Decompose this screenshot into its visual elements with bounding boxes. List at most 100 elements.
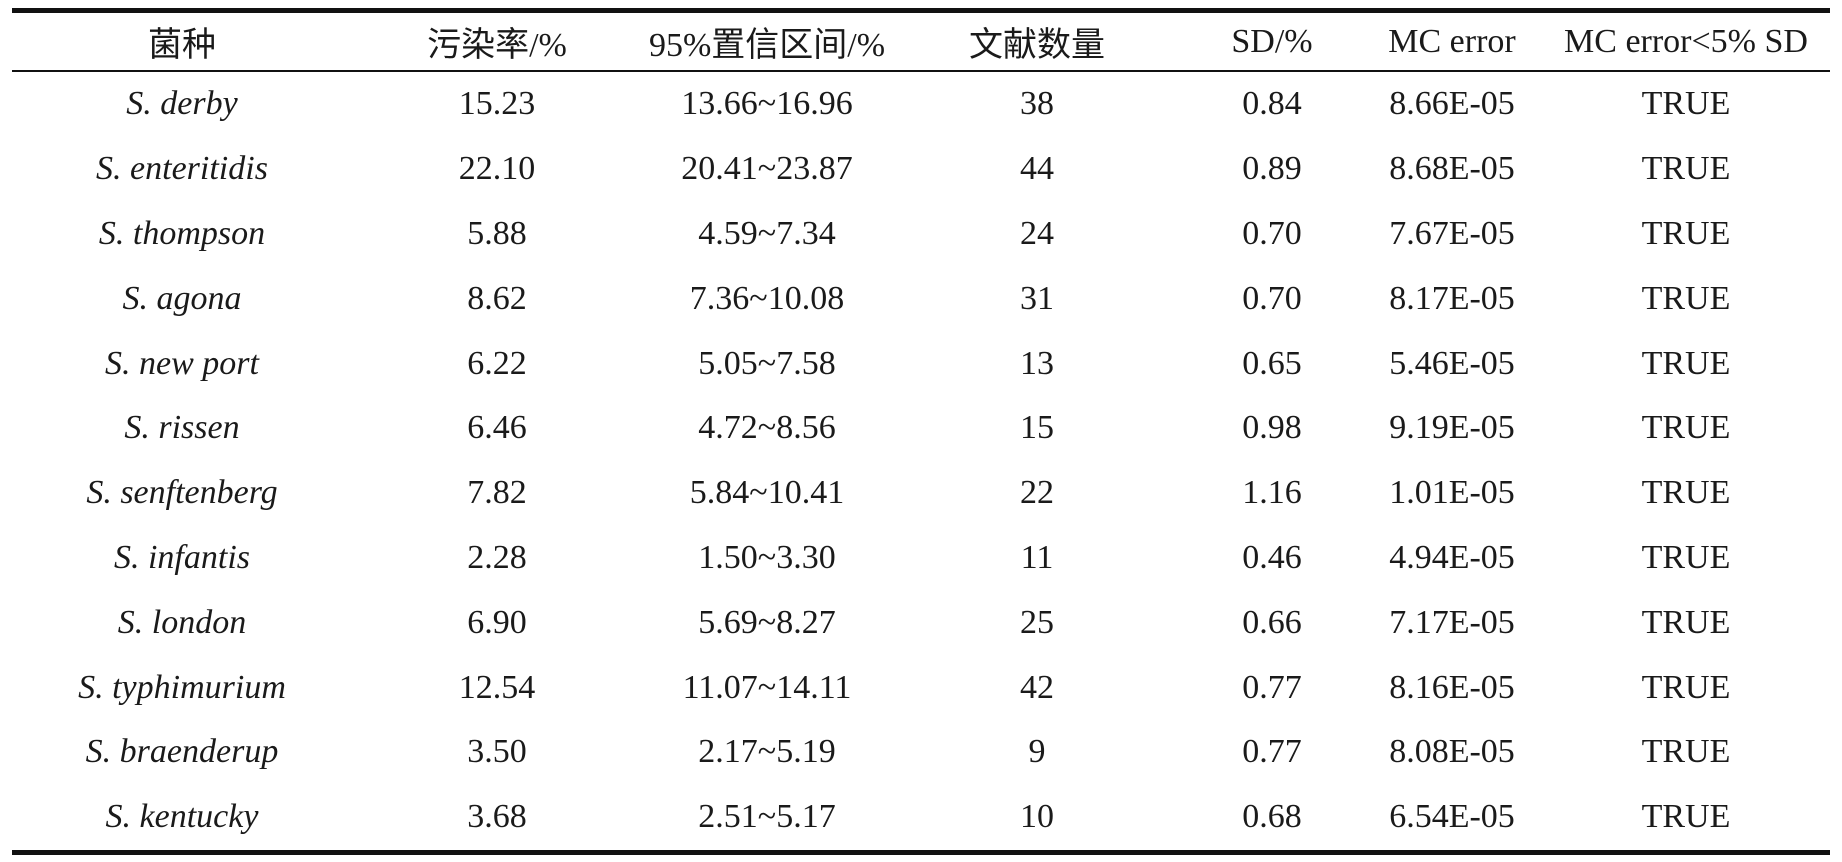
cell-mc-error-check: TRUE bbox=[1641, 733, 1731, 771]
cell-contamination-rate: 15.23 bbox=[458, 85, 536, 123]
table-row: S. agona 8.62 7.36~10.08 31 0.70 8.17E-05 TRUE bbox=[12, 266, 1830, 331]
header-sd: SD/% bbox=[1231, 22, 1313, 60]
cell-sd: 0.89 bbox=[1242, 150, 1302, 188]
cell-species: S. typhimurium bbox=[78, 668, 286, 706]
header-confidence-interval: 95%置信区间/% bbox=[648, 27, 886, 64]
cell-mc-error-check: TRUE bbox=[1641, 798, 1731, 836]
cell-confidence-interval: 5.69~8.27 bbox=[698, 603, 836, 641]
cell-sd: 0.98 bbox=[1242, 409, 1302, 447]
header-contamination-rate: 污染率/% bbox=[427, 27, 567, 64]
cell-confidence-interval: 7.36~10.08 bbox=[689, 279, 845, 317]
table-body: S. derby 15.23 13.66~16.96 38 0.84 8.66E-05 TR… bbox=[12, 71, 1830, 853]
cell-confidence-interval: 1.50~3.30 bbox=[698, 538, 836, 576]
cell-contamination-rate: 3.50 bbox=[467, 733, 527, 771]
cell-sd: 1.16 bbox=[1242, 474, 1302, 512]
table-row: S. london 6.90 5.69~8.27 25 0.66 7.17E-05 TRUE bbox=[12, 590, 1830, 655]
cell-contamination-rate: 6.46 bbox=[467, 409, 527, 447]
cell-mc-error-check: TRUE bbox=[1641, 214, 1731, 252]
cell-contamination-rate: 6.22 bbox=[467, 344, 527, 382]
cell-mc-error-check: TRUE bbox=[1641, 279, 1731, 317]
cell-mc-error: 7.17E-05 bbox=[1389, 603, 1515, 641]
cell-species: S. new port bbox=[105, 344, 259, 382]
table-row: S. kentucky 3.68 2.51~5.17 10 0.68 6.54E-05 TR… bbox=[12, 785, 1830, 853]
table-row: S. senftenberg 7.82 5.84~10.41 22 1.16 1.01E-… bbox=[12, 461, 1830, 526]
salmonella-serotype-table: 菌种 污染率/% 95%置信区间/% 文献数量 SD/% MC error MC… bbox=[12, 8, 1830, 855]
cell-mc-error-check: TRUE bbox=[1641, 668, 1731, 706]
cell-literature-count: 42 bbox=[1020, 668, 1054, 706]
cell-mc-error: 1.01E-05 bbox=[1389, 474, 1515, 512]
table-row: S. thompson 5.88 4.59~7.34 24 0.70 7.67E-05 TR… bbox=[12, 202, 1830, 267]
header-mc-error: MC error bbox=[1388, 22, 1516, 60]
cell-species: S. enteritidis bbox=[96, 150, 268, 188]
cell-species: S. london bbox=[117, 603, 247, 641]
cell-species: S. senftenberg bbox=[86, 474, 278, 512]
cell-sd: 0.84 bbox=[1242, 85, 1302, 123]
cell-contamination-rate: 22.10 bbox=[458, 150, 536, 188]
header-mc-error-check: MC error<5% SD bbox=[1564, 22, 1808, 60]
cell-mc-error: 8.16E-05 bbox=[1389, 668, 1515, 706]
cell-mc-error-check: TRUE bbox=[1641, 409, 1731, 447]
header-species: 菌种 bbox=[148, 27, 216, 64]
cell-mc-error-check: TRUE bbox=[1641, 344, 1731, 382]
cell-mc-error: 8.17E-05 bbox=[1389, 279, 1515, 317]
table-row: S. new port 6.22 5.05~7.58 13 0.65 5.46E-05 TR… bbox=[12, 331, 1830, 396]
data-table-container: 菌种 污染率/% 95%置信区间/% 文献数量 SD/% MC error MC… bbox=[12, 8, 1830, 855]
cell-species: S. braenderup bbox=[85, 733, 279, 771]
cell-confidence-interval: 4.72~8.56 bbox=[698, 409, 836, 447]
cell-sd: 0.70 bbox=[1242, 279, 1302, 317]
cell-contamination-rate: 2.28 bbox=[467, 538, 527, 576]
cell-literature-count: 38 bbox=[1020, 85, 1054, 123]
cell-sd: 0.70 bbox=[1242, 214, 1302, 252]
cell-sd: 0.68 bbox=[1242, 798, 1302, 836]
header-row: 菌种 污染率/% 95%置信区间/% 文献数量 SD/% MC error MC… bbox=[12, 10, 1830, 71]
cell-confidence-interval: 4.59~7.34 bbox=[698, 214, 836, 252]
cell-contamination-rate: 12.54 bbox=[458, 668, 536, 706]
cell-literature-count: 44 bbox=[1020, 150, 1054, 188]
cell-confidence-interval: 13.66~16.96 bbox=[681, 85, 853, 123]
table-row: S. derby 15.23 13.66~16.96 38 0.84 8.66E-05 TR… bbox=[12, 71, 1830, 137]
cell-confidence-interval: 5.05~7.58 bbox=[698, 344, 836, 382]
cell-species: S. kentucky bbox=[105, 798, 259, 836]
cell-contamination-rate: 8.62 bbox=[467, 279, 527, 317]
cell-contamination-rate: 6.90 bbox=[467, 603, 527, 641]
cell-mc-error: 4.94E-05 bbox=[1389, 538, 1515, 576]
cell-literature-count: 9 bbox=[1028, 733, 1046, 771]
table-row: S. rissen 6.46 4.72~8.56 15 0.98 9.19E-05 TRUE bbox=[12, 396, 1830, 461]
cell-contamination-rate: 7.82 bbox=[467, 474, 527, 512]
cell-sd: 0.66 bbox=[1242, 603, 1302, 641]
cell-species: S. infantis bbox=[113, 538, 251, 576]
cell-literature-count: 15 bbox=[1020, 409, 1054, 447]
cell-literature-count: 24 bbox=[1020, 214, 1054, 252]
cell-mc-error-check: TRUE bbox=[1641, 150, 1731, 188]
cell-species: S. thompson bbox=[98, 214, 266, 252]
cell-mc-error: 7.67E-05 bbox=[1389, 214, 1515, 252]
cell-mc-error: 5.46E-05 bbox=[1389, 344, 1515, 382]
table-row: S. enteritidis 22.10 20.41~23.87 44 0.89 8.68… bbox=[12, 137, 1830, 202]
table-row: S. infantis 2.28 1.50~3.30 11 0.46 4.94E-05 TR… bbox=[12, 526, 1830, 591]
cell-contamination-rate: 3.68 bbox=[467, 798, 527, 836]
cell-species: S. agona bbox=[122, 279, 242, 317]
cell-sd: 0.77 bbox=[1242, 668, 1302, 706]
cell-species: S. rissen bbox=[124, 409, 240, 447]
cell-mc-error-check: TRUE bbox=[1641, 85, 1731, 123]
cell-confidence-interval: 2.17~5.19 bbox=[698, 733, 836, 771]
cell-literature-count: 13 bbox=[1020, 344, 1054, 382]
cell-mc-error: 6.54E-05 bbox=[1389, 798, 1515, 836]
header-literature-count: 文献数量 bbox=[969, 27, 1105, 64]
cell-sd: 0.65 bbox=[1242, 344, 1302, 382]
cell-sd: 0.77 bbox=[1242, 733, 1302, 771]
cell-confidence-interval: 5.84~10.41 bbox=[689, 474, 845, 512]
cell-mc-error: 9.19E-05 bbox=[1389, 409, 1515, 447]
cell-literature-count: 22 bbox=[1020, 474, 1054, 512]
cell-mc-error-check: TRUE bbox=[1641, 538, 1731, 576]
cell-mc-error-check: TRUE bbox=[1641, 603, 1731, 641]
cell-confidence-interval: 11.07~14.11 bbox=[682, 668, 852, 706]
cell-literature-count: 10 bbox=[1020, 798, 1054, 836]
table-row: S. typhimurium 12.54 11.07~14.11 42 0.77 8.16… bbox=[12, 655, 1830, 720]
cell-contamination-rate: 5.88 bbox=[467, 214, 527, 252]
cell-literature-count: 25 bbox=[1020, 603, 1054, 641]
cell-mc-error-check: TRUE bbox=[1641, 474, 1731, 512]
cell-literature-count: 31 bbox=[1020, 279, 1054, 317]
cell-mc-error: 8.68E-05 bbox=[1389, 150, 1515, 188]
cell-species: S. derby bbox=[126, 85, 238, 123]
